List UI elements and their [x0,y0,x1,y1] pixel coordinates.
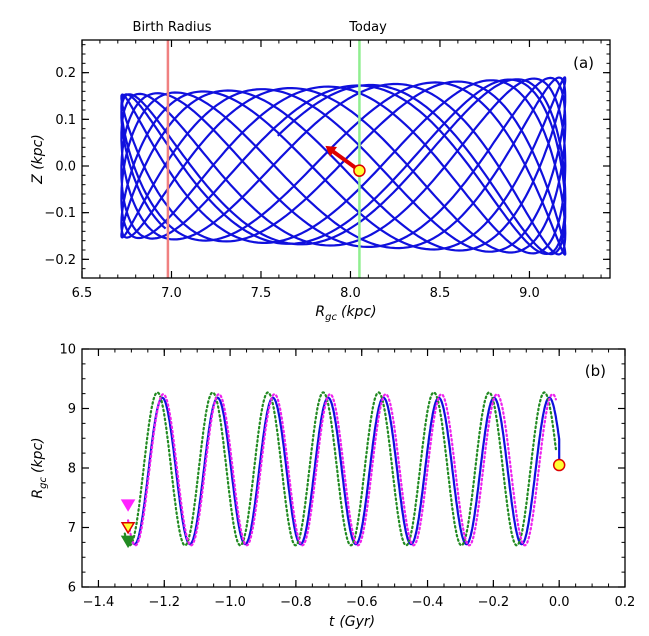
panel-a-plot-area [120,40,567,278]
x-tick-label: 8.0 [340,286,361,301]
panel-b-y-axis: 6 7 8 9 10 [59,343,625,596]
velocity-arrow-head [325,145,338,157]
x-tick-label: −1.0 [214,595,246,610]
panel-a-x-label-sub: gc [325,312,337,323]
y-tick-label: −0.1 [44,206,76,221]
x-tick-label: −1.4 [83,595,115,610]
y-tick-label: 7 [68,521,76,536]
x-tick-label: 7.5 [251,286,272,301]
y-tick-label: 9 [68,402,76,417]
panel-b-plot-area [120,391,566,549]
y-tick-label: 10 [59,343,76,358]
y-tick-label: 6 [68,581,76,596]
panel-b-y-label-unit: (kpc) [30,437,46,473]
panel-b-y-label-sub: gc [38,477,49,489]
birth-marker [120,499,136,512]
panel-a-x-label: Rgc (kpc) [315,304,376,323]
panel-b-x-label-unit: (Gyr) [339,614,375,630]
x-tick-label: 6.5 [72,286,93,301]
panel-a-label: (a) [573,54,594,72]
birth-radius-label: Birth Radius [133,20,212,35]
panel-a-y-label: Z (kpc) [30,134,46,185]
x-tick-label: −1.2 [148,595,180,610]
x-tick-label: −0.2 [478,595,510,610]
x-tick-label: −0.4 [412,595,444,610]
birth-marker [120,521,136,535]
y-tick-label: 0.0 [55,160,76,175]
series-solid-line [130,396,561,546]
current-position-marker [552,458,566,472]
series-dotted-line [127,393,558,547]
x-tick-label: 7.0 [161,286,182,301]
today-label: Today [348,20,387,35]
panel-a-y-axis: −0.2 −0.1 0.0 0.1 0.2 [44,44,610,270]
panel-a-frame [81,39,611,279]
panel-b-x-axis: −1.4 −1.2 −1.0 −0.8 −0.6 −0.4 −0.2 0.0 0.2 [81,349,636,610]
panel-b-x-label: t (Gyr) [329,614,375,630]
birth-marker [120,535,136,549]
x-tick-label: −0.6 [346,595,378,610]
x-tick-label: 9.0 [519,286,540,301]
panel-b-label: (b) [585,362,606,380]
x-tick-label: 8.5 [430,286,451,301]
panel-b-frame [81,348,626,588]
y-tick-label: 0.1 [55,113,76,128]
y-tick-label: 8 [68,462,76,477]
x-tick-label: 0.0 [549,595,570,610]
y-tick-label: −0.2 [44,253,76,268]
panel-b-y-label-main: R [30,489,46,499]
panel-b-y-label: Rgc (kpc) [30,437,49,498]
series-dotted-line [123,391,558,547]
orbit-line [120,76,567,256]
panel-a: Birth Radius Today 6.5 7.0 7.5 8.0 8.5 9.0 −0… [30,20,611,323]
panel-a-x-label-unit: (kpc) [341,304,377,320]
x-tick-label: 0.2 [615,595,636,610]
panel-b-x-label-main: t [329,614,335,630]
y-tick-label: 0.2 [55,66,76,81]
panel-a-x-axis: 6.5 7.0 7.5 8.0 8.5 9.0 [72,40,602,301]
current-position-marker [353,164,366,177]
panel-b: −1.4 −1.2 −1.0 −0.8 −0.6 −0.4 −0.2 0.0 0.2 6 7 8 9 1… [30,343,635,631]
panel-a-x-label-main: R [315,304,325,320]
x-tick-label: −0.8 [280,595,312,610]
